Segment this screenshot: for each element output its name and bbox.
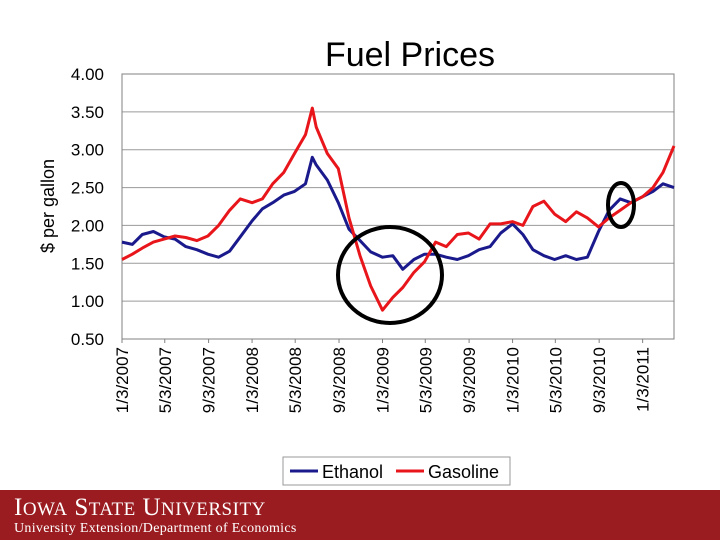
- y-tick-label: 0.50: [71, 330, 104, 349]
- series-lines: [121, 106, 676, 312]
- university-footer-banner: IOWA STATE UNIVERSITY University Extensi…: [0, 490, 720, 540]
- x-tick-label: 5/3/2009: [416, 347, 435, 413]
- x-tick-label: 5/3/2010: [546, 347, 565, 413]
- university-logo: IOWA STATE UNIVERSITY: [14, 494, 266, 521]
- y-tick-label: 2.50: [71, 179, 104, 198]
- y-tick-label: 2.00: [71, 216, 104, 235]
- plot-area: [121, 73, 675, 340]
- footer-department-text: University Extension/Department of Econo…: [14, 521, 297, 536]
- y-tick-label: 1.00: [71, 292, 104, 311]
- x-tick-label: 1/3/2009: [373, 347, 392, 413]
- annotation-circle-2010-crossover: [606, 181, 636, 229]
- chart-title: Fuel Prices: [324, 36, 496, 74]
- x-tick-label: 5/3/2008: [286, 347, 305, 413]
- y-tick-label: 3.50: [71, 103, 104, 122]
- y-tick-label: 3.00: [71, 141, 104, 160]
- x-tick-label: 9/3/2010: [590, 347, 609, 413]
- x-tick-label: 5/3/2007: [156, 347, 175, 413]
- legend-label-ethanol: Ethanol: [322, 462, 383, 482]
- series-line-ethanol: [121, 155, 675, 271]
- x-tick-label: 9/3/2008: [330, 347, 349, 413]
- x-tick-label: 1/3/2010: [504, 347, 523, 413]
- legend-label-gasoline: Gasoline: [428, 462, 499, 482]
- y-tick-label: 1.50: [71, 254, 104, 273]
- x-tick-labels: 1/3/2007 5/3/2007 9/3/2007 1/3/2008 5/3/2008…: [113, 339, 653, 413]
- y-tick-label: 4.00: [71, 65, 104, 84]
- x-tick-label: 1/3/2011: [634, 347, 653, 412]
- x-tick-label: 1/3/2008: [243, 347, 262, 413]
- gridlines: [122, 73, 674, 340]
- x-tick-label: 9/3/2007: [200, 347, 219, 413]
- annotations: [336, 181, 636, 325]
- legend: Ethanol Gasoline: [282, 456, 511, 486]
- y-axis-label: $ per gallon: [38, 159, 58, 253]
- x-tick-label: 1/3/2007: [113, 347, 132, 413]
- series-line-gasoline: [121, 106, 676, 312]
- fuel-price-chart: 4.00 3.50 3.00 2.50 2.00 1.50 1.00 0.50 1/3/200…: [38, 65, 676, 486]
- x-tick-label: 9/3/2009: [460, 347, 479, 413]
- annotation-circle-2009-dip: [336, 225, 444, 325]
- y-tick-labels: 4.00 3.50 3.00 2.50 2.00 1.50 1.00 0.50: [71, 65, 104, 349]
